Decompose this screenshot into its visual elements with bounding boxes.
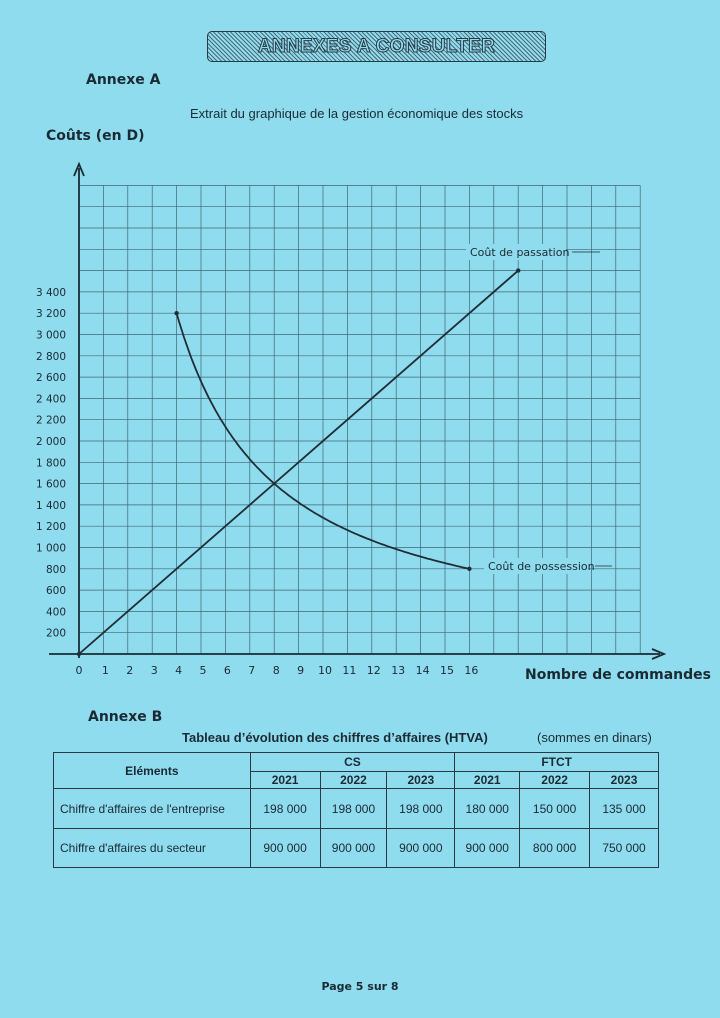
section-banner: ANNEXES A CONSULTER	[207, 31, 546, 62]
x-tick-label: 4	[175, 664, 182, 677]
x-tick-label: 14	[416, 664, 430, 677]
y-axis-arrow-icon	[73, 161, 85, 177]
cell: 180 000	[454, 788, 521, 829]
x-tick-label: 1	[102, 664, 109, 677]
x-axis-arrow-icon	[651, 648, 667, 660]
cell: 750 000	[589, 828, 659, 868]
x-axis-label: Nombre de commandes	[525, 667, 711, 683]
year-header: 2022	[519, 771, 591, 789]
x-tick-label: 15	[440, 664, 454, 677]
y-tick-label: 1 400	[36, 500, 66, 512]
series-label: Coût de possession	[488, 560, 595, 573]
data-point	[76, 651, 82, 657]
y-tick-label: 400	[46, 606, 66, 618]
group-header-ftct: FTCT	[454, 752, 659, 772]
year-header: 2023	[589, 771, 659, 789]
x-tick-label: 0	[76, 664, 83, 677]
x-tick-label: 6	[224, 664, 231, 677]
year-header: 2022	[319, 771, 388, 789]
year-header: 2021	[454, 771, 521, 789]
col-header-elements: Eléments	[53, 752, 251, 789]
data-point	[516, 268, 521, 273]
series-line-possession	[175, 312, 470, 570]
cell: 198 000	[319, 788, 388, 829]
x-tick-label: 5	[200, 664, 207, 677]
x-tick-label: 7	[248, 664, 255, 677]
y-tick-label: 1 200	[36, 521, 66, 533]
cell: 800 000	[519, 828, 591, 868]
y-tick-label: 600	[46, 585, 66, 597]
y-tick-label: 2 200	[36, 415, 66, 427]
group-header-cs: CS	[249, 752, 456, 772]
y-tick-label: 1 800	[36, 457, 66, 469]
x-tick-label: 8	[273, 664, 280, 677]
y-tick-label: 2 400	[36, 393, 66, 405]
cell: 900 000	[386, 828, 456, 868]
table-row: Chiffre d'affaires du secteur 900 000 90…	[53, 828, 659, 868]
y-axis-label: Coûts (en D)	[46, 128, 145, 144]
x-tick-label: 9	[297, 664, 304, 677]
y-tick-label: 2 600	[36, 372, 66, 384]
annexe-b-title: Annexe B	[88, 709, 163, 725]
banner-title: ANNEXES A CONSULTER	[257, 35, 496, 57]
data-point	[467, 566, 472, 571]
series-line-passation	[78, 269, 519, 655]
revenue-table: Eléments CS FTCT 2021 2022 2023 2021 202…	[53, 752, 659, 868]
y-tick-label: 1 000	[36, 543, 66, 555]
row-label: Chiffre d'affaires du secteur	[53, 828, 251, 868]
cell: 135 000	[589, 788, 659, 829]
year-header: 2021	[249, 771, 321, 789]
page-number: Page 5 sur 8	[321, 980, 399, 993]
label-background	[484, 558, 588, 574]
series-label: Coût de passation	[470, 246, 569, 259]
label-background	[466, 244, 566, 260]
y-tick-label: 3 400	[36, 287, 66, 299]
y-tick-label: 2 000	[36, 436, 66, 448]
x-tick-label: 2	[126, 664, 133, 677]
annexe-a-title: Annexe A	[86, 72, 161, 88]
y-tick-label: 1 600	[36, 479, 66, 491]
y-tick-label: 200	[46, 628, 66, 640]
chart-subtitle: Extrait du graphique de la gestion écono…	[190, 106, 524, 121]
y-tick-label: 800	[46, 564, 66, 576]
year-header: 2023	[386, 771, 456, 789]
cell: 900 000	[454, 828, 521, 868]
y-tick-label: 3 000	[36, 330, 66, 342]
row-label: Chiffre d'affaires de l'entreprise	[53, 788, 251, 829]
x-tick-label: 10	[318, 664, 332, 677]
x-tick-label: 16	[464, 664, 478, 677]
cell: 198 000	[386, 788, 456, 829]
x-tick-label: 11	[342, 664, 356, 677]
table-title: Tableau d’évolution des chiffres d’affai…	[182, 730, 488, 745]
table-units: (sommes en dinars)	[537, 730, 652, 745]
y-tick-label: 2 800	[36, 351, 66, 363]
table-row: Chiffre d'affaires de l'entreprise 198 0…	[53, 788, 659, 829]
x-tick-label: 3	[151, 664, 158, 677]
cell: 900 000	[249, 828, 321, 868]
cell: 198 000	[249, 788, 321, 829]
x-tick-label: 13	[391, 664, 405, 677]
y-tick-label: 3 200	[36, 308, 66, 320]
data-point	[174, 311, 179, 316]
cell: 150 000	[519, 788, 591, 829]
cell: 900 000	[319, 828, 388, 868]
x-tick-label: 12	[367, 664, 381, 677]
